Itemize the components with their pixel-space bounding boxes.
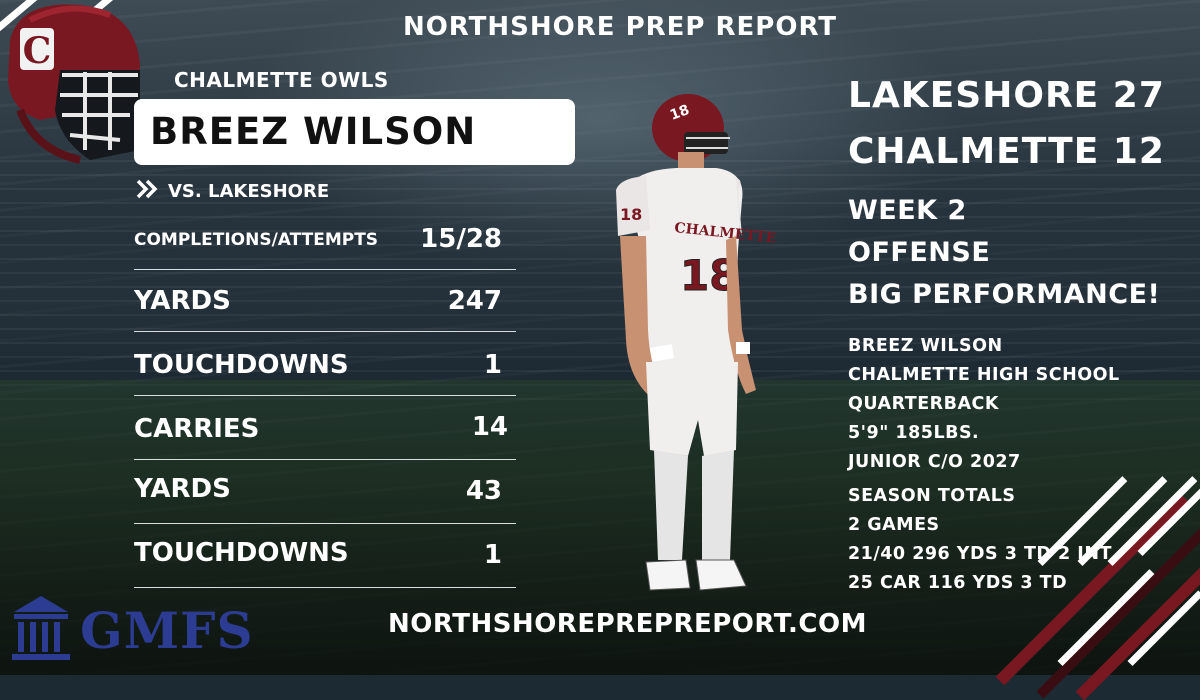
sponsor-logo: GMFS: [10, 592, 254, 668]
player-name-box: [134, 99, 575, 165]
stat-row-rushing-touchdowns: TOUCHDOWNS 1: [134, 526, 516, 588]
player-name: BREEZ WILSON: [150, 110, 477, 153]
helmet-logo: C: [0, 0, 145, 174]
season-totals: SEASON TOTALS 2 GAMES 21/40 296 YDS 3 TD…: [848, 482, 1112, 598]
sleeve-number: 18: [620, 205, 642, 224]
divider: [134, 523, 516, 524]
score-line-2: CHALMETTE 12: [848, 131, 1165, 172]
headline-side: OFFENSE: [848, 237, 991, 268]
season-title: SEASON TOTALS: [848, 486, 1016, 506]
profile-class: JUNIOR C/O 2027: [848, 452, 1021, 472]
stat-value: 14: [471, 412, 508, 442]
score-line-1: LAKESHORE 27: [848, 75, 1165, 116]
divider: [134, 331, 516, 332]
stat-row-carries: CARRIES 14: [134, 398, 516, 460]
stat-value: 247: [447, 286, 502, 316]
profile-size: 5'9" 185LBS.: [848, 423, 980, 443]
season-passing: 21/40 296 YDS 3 TD 2 INT: [848, 544, 1112, 564]
stat-value: 1: [483, 350, 502, 380]
stat-row-passing-touchdowns: TOUCHDOWNS 1: [134, 334, 516, 396]
divider: [134, 587, 516, 588]
double-chevron-right-icon: [136, 178, 158, 204]
divider: [134, 269, 516, 270]
profile-school: CHALMETTE HIGH SCHOOL: [848, 365, 1120, 385]
stadium-field: [0, 380, 1200, 675]
headline: WEEK 2 OFFENSE BIG PERFORMANCE!: [848, 190, 1160, 316]
profile-name: BREEZ WILSON: [848, 336, 1003, 356]
sponsor-name: GMFS: [80, 600, 254, 660]
stat-row-rushing-yards: YARDS 43: [134, 462, 516, 524]
stat-label: YARDS: [134, 474, 231, 504]
bank-building-icon: [10, 592, 72, 668]
headline-week: WEEK 2: [848, 195, 967, 226]
matchup: VS. LAKESHORE: [136, 178, 329, 204]
stat-value: 43: [465, 476, 502, 506]
divider: [134, 395, 516, 396]
player-photo: 18 18 CHALMETTE 18: [606, 90, 777, 614]
stat-row-completions: COMPLETIONS/ATTEMPTS 15/28: [134, 208, 516, 270]
footer-website: NORTHSHOREPREPREPORT.COM: [388, 609, 867, 639]
stat-label: CARRIES: [134, 414, 260, 444]
matchup-label: VS. LAKESHORE: [168, 180, 330, 202]
stat-label: COMPLETIONS/ATTEMPTS: [134, 230, 379, 250]
divider: [134, 459, 516, 460]
scoreboard: LAKESHORE 27 CHALMETTE 12: [848, 68, 1165, 180]
season-rushing: 25 CAR 116 YDS 3 TD: [848, 573, 1068, 593]
season-games: 2 GAMES: [848, 515, 940, 535]
header-title: NORTHSHORE PREP REPORT: [402, 12, 838, 42]
stadium-stands: [0, 150, 1200, 400]
stat-value: 15/28: [420, 224, 502, 254]
team-name: CHALMETTE OWLS: [174, 68, 389, 92]
stat-label: TOUCHDOWNS: [134, 538, 349, 568]
stat-row-passing-yards: YARDS 247: [134, 270, 516, 332]
helmet-letter: C: [23, 30, 52, 72]
player-profile: BREEZ WILSON CHALMETTE HIGH SCHOOL QUART…: [848, 332, 1120, 477]
stat-label: YARDS: [134, 286, 231, 316]
stat-label: TOUCHDOWNS: [134, 350, 349, 380]
headline-performance: BIG PERFORMANCE!: [848, 279, 1161, 310]
profile-position: QUARTERBACK: [848, 394, 999, 414]
helmet-number: 18: [668, 102, 692, 124]
stat-value: 1: [483, 540, 502, 570]
